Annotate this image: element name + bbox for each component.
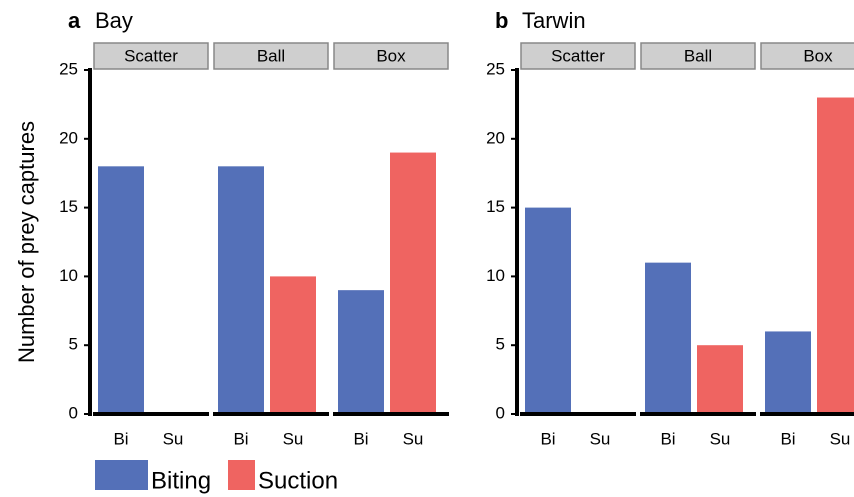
panel-title: Bay	[95, 8, 133, 33]
bar	[645, 262, 691, 414]
y-axis-label: Number of prey captures	[14, 121, 39, 363]
bar	[817, 97, 854, 415]
bar	[390, 152, 436, 414]
bar	[338, 290, 384, 414]
x-tick-label: Su	[590, 429, 611, 448]
y-tick-label: 20	[59, 128, 78, 147]
panel-label: a	[68, 8, 81, 33]
x-tick-label: Bi	[780, 429, 795, 448]
y-tick-label: 10	[486, 266, 505, 285]
facet-strip	[640, 42, 756, 70]
bar	[765, 331, 811, 414]
bar	[218, 166, 264, 414]
facet-strip	[333, 42, 449, 70]
x-tick-label: Bi	[660, 429, 675, 448]
facet-strip	[213, 42, 329, 70]
x-tick-label: Bi	[233, 429, 248, 448]
facet-strip	[93, 42, 209, 70]
y-tick-label: 25	[59, 59, 78, 78]
y-tick-label: 25	[486, 59, 505, 78]
facet-strip	[520, 42, 636, 70]
y-tick-label: 5	[69, 335, 78, 354]
legend-swatch	[228, 460, 255, 490]
y-tick-label: 0	[69, 403, 78, 422]
facet-label: Box	[376, 46, 406, 65]
facet-label: Scatter	[551, 46, 605, 65]
x-tick-label: Su	[283, 429, 304, 448]
facet-label: Scatter	[124, 46, 178, 65]
bar	[697, 345, 743, 414]
bar	[270, 276, 316, 414]
y-tick-label: 20	[486, 128, 505, 147]
legend-swatch	[95, 460, 148, 490]
legend-label: Biting	[151, 467, 211, 494]
y-tick-label: 15	[486, 197, 505, 216]
bar	[98, 166, 144, 414]
y-tick-label: 10	[59, 266, 78, 285]
x-tick-label: Su	[710, 429, 731, 448]
x-tick-label: Bi	[540, 429, 555, 448]
facet-label: Ball	[257, 46, 285, 65]
facet-label: Box	[803, 46, 833, 65]
panel-label: b	[495, 8, 508, 33]
facet-label: Ball	[684, 46, 712, 65]
y-tick-label: 15	[59, 197, 78, 216]
x-tick-label: Su	[830, 429, 851, 448]
x-tick-label: Bi	[113, 429, 128, 448]
x-tick-label: Su	[163, 429, 184, 448]
facet-strip	[760, 42, 854, 70]
x-tick-label: Bi	[353, 429, 368, 448]
y-tick-label: 0	[496, 403, 505, 422]
x-tick-label: Su	[403, 429, 424, 448]
panel-title: Tarwin	[522, 8, 586, 33]
legend-label: Suction	[258, 467, 338, 494]
bar	[525, 207, 571, 414]
y-tick-label: 5	[496, 335, 505, 354]
